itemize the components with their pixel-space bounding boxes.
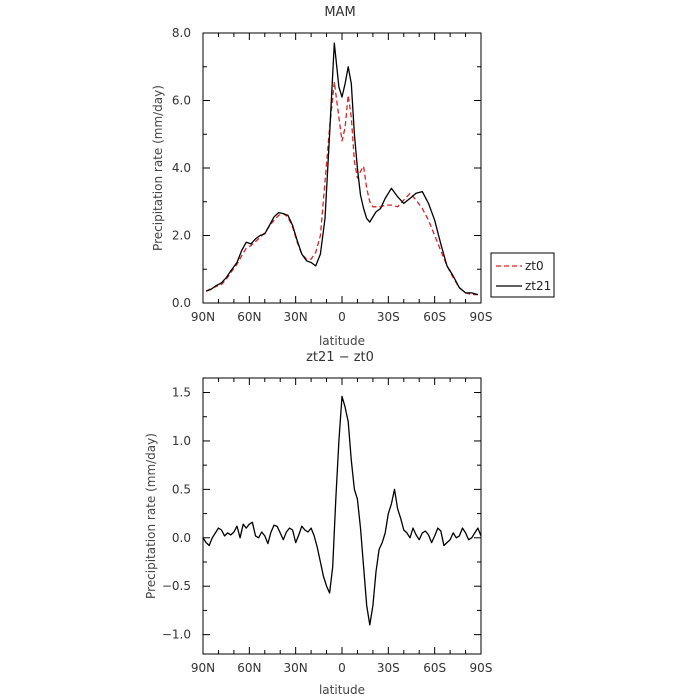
bottom-plot-frame	[202, 377, 482, 655]
bottom-series-lines	[202, 395, 482, 626]
top-series-line-zt0	[205, 81, 478, 296]
top-x-tick-label: 60N	[237, 310, 261, 324]
bottom-axis-ticks: 90N 60N 30N 0 30S 60S 90S −1.0 −0.5 0.0 0.5 1.0 1.5	[162, 378, 493, 675]
top-series-line-zt21	[205, 42, 479, 296]
bottom-y-tick-label: 1.0	[172, 434, 191, 448]
top-y-tick-label: 2.0	[172, 229, 191, 243]
bottom-series-line-series0	[202, 395, 482, 626]
legend: zt0 zt21	[490, 252, 555, 298]
top-y-tick-label: 6.0	[172, 94, 191, 108]
legend-label-zt0: zt0	[525, 259, 544, 273]
bottom-x-tick-label: 60S	[423, 661, 446, 675]
bottom-x-tick-label: 30S	[377, 661, 400, 675]
top-x-tick-label: 30N	[284, 310, 308, 324]
top-x-tick-label: 0	[338, 310, 346, 324]
top-plot-frame	[202, 32, 482, 304]
legend-box	[490, 252, 555, 298]
top-chart-title: MAM	[324, 5, 355, 20]
top-axis-ticks: 90N 60N 30N 0 30S 60S 90S 0.0 2.0 4.0 6.0 8.0	[172, 26, 493, 324]
top-x-tick-label: 90S	[470, 310, 493, 324]
bottom-y-axis-label: Precipitation rate (mm/day)	[144, 433, 158, 599]
top-x-tick-label: 60S	[423, 310, 446, 324]
bottom-y-tick-label: −1.0	[162, 628, 191, 642]
top-series-lines	[205, 42, 479, 296]
bottom-x-tick-label: 30N	[284, 661, 308, 675]
bottom-x-tick-label: 60N	[237, 661, 261, 675]
legend-label-zt21: zt21	[525, 279, 551, 293]
top-x-axis-label: latitude	[319, 334, 365, 348]
top-x-tick-label: 30S	[377, 310, 400, 324]
bottom-chart-title: zt21 − zt0	[306, 350, 374, 365]
bottom-x-tick-label: 0	[338, 661, 346, 675]
bottom-y-tick-label: 0.0	[172, 531, 191, 545]
bottom-panel: zt21 − zt0 90N 60N 30N 0 30S 60S 90S −1.0 −0.5 0.…	[144, 350, 492, 697]
bottom-x-axis-label: latitude	[319, 683, 365, 697]
top-panel: MAM 90N 60N 30N 0 30S 60S 90S 0.0 2.0 4.0 6.0 8.0 P…	[151, 5, 555, 348]
top-y-tick-label: 4.0	[172, 161, 191, 175]
bottom-y-tick-label: −0.5	[162, 579, 191, 593]
bottom-y-tick-label: 1.5	[172, 386, 191, 400]
top-x-tick-label: 90N	[191, 310, 215, 324]
top-y-tick-label: 8.0	[172, 26, 191, 40]
bottom-x-tick-label: 90S	[470, 661, 493, 675]
top-y-axis-label: Precipitation rate (mm/day)	[151, 85, 165, 251]
bottom-y-tick-label: 0.5	[172, 482, 191, 496]
bottom-x-tick-label: 90N	[191, 661, 215, 675]
top-y-tick-label: 0.0	[172, 296, 191, 310]
